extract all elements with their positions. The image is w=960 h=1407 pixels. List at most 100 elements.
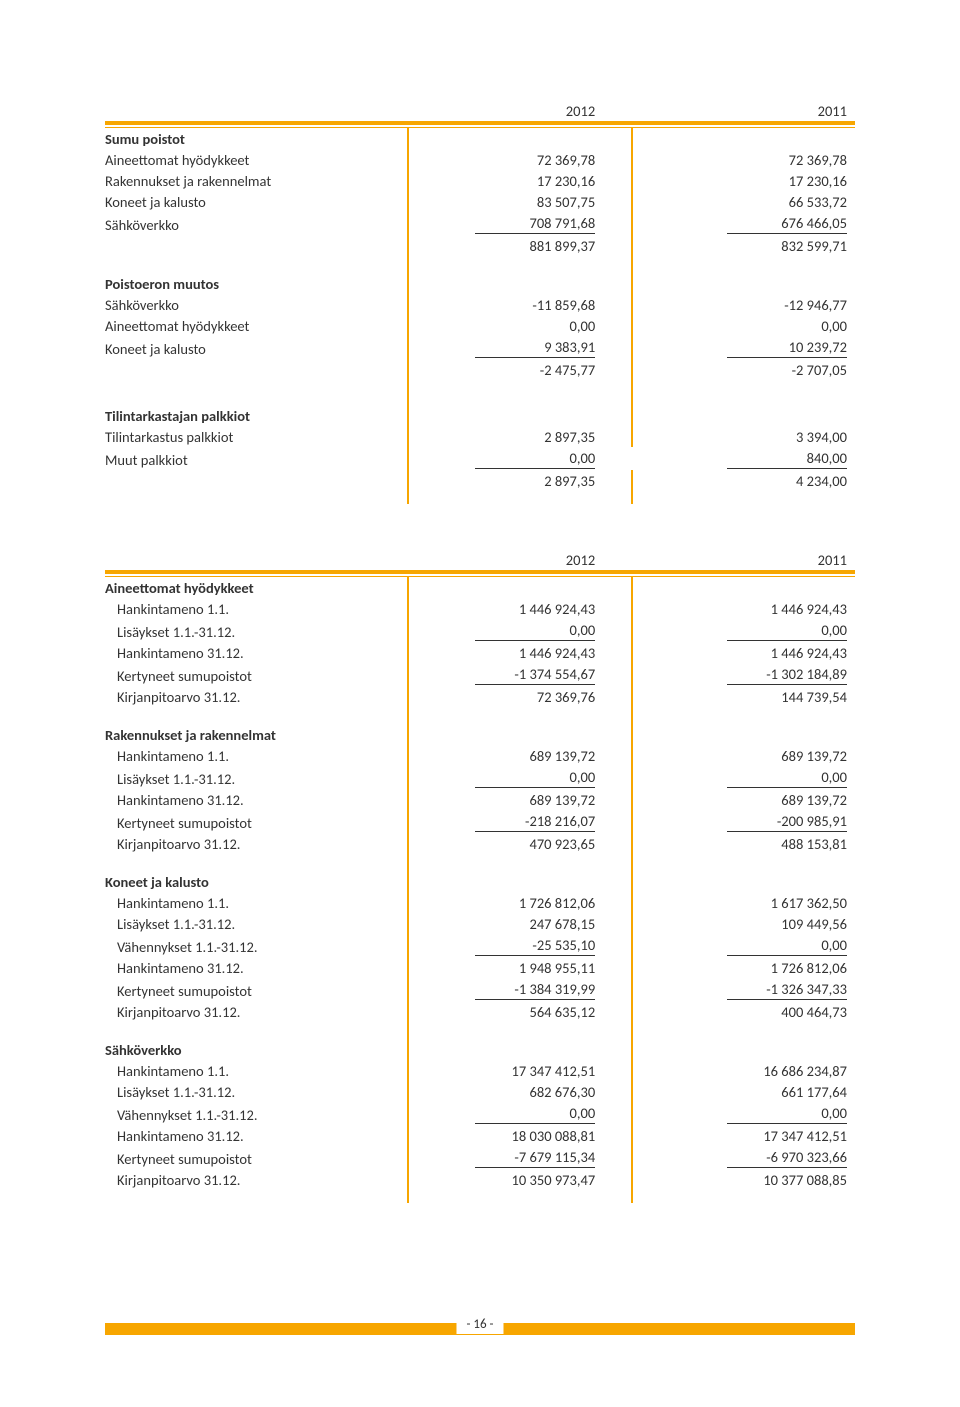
- cell: 689 139,72: [727, 747, 847, 765]
- row-label: Hankintameno 1.1.: [105, 598, 407, 619]
- cell: 144 739,54: [727, 688, 847, 706]
- cell: 17 347 412,51: [475, 1062, 595, 1080]
- cell: 2 897,35: [475, 428, 595, 446]
- cell: -218 216,07: [475, 812, 595, 832]
- cell: -25 535,10: [475, 936, 595, 956]
- row-label: Vähennykset 1.1.-31.12.: [105, 934, 407, 957]
- year-2011: 2011: [633, 549, 855, 570]
- cell: 676 466,05: [727, 214, 847, 234]
- year-2011: 2011: [633, 100, 855, 121]
- cell: -200 985,91: [727, 812, 847, 832]
- cell: -1 302 184,89: [727, 665, 847, 685]
- cell: 400 464,73: [727, 1003, 847, 1021]
- row-label: Rakennukset ja rakennelmat: [105, 170, 407, 191]
- section-title: Koneet ja kalusto: [105, 871, 407, 892]
- page-number: - 16 -: [456, 1315, 503, 1334]
- cell: 66 533,72: [727, 193, 847, 211]
- cell: 564 635,12: [475, 1003, 595, 1021]
- cell: 661 177,64: [727, 1083, 847, 1101]
- cell: 0,00: [475, 768, 595, 788]
- cell: 18 030 088,81: [475, 1127, 595, 1145]
- cell-total: 4 234,00: [727, 472, 847, 490]
- row-label: Tilintarkastus palkkiot: [105, 426, 407, 447]
- cell: 0,00: [475, 1104, 595, 1124]
- cell-total: -2 707,05: [727, 361, 847, 379]
- cell: 0,00: [475, 621, 595, 641]
- section-title: Poistoeron muutos: [105, 273, 407, 294]
- row-label: Koneet ja kalusto: [105, 191, 407, 212]
- cell: -12 946,77: [727, 296, 847, 314]
- row-label: Kirjanpitoarvo 31.12.: [105, 1169, 407, 1190]
- cell: 9 383,91: [475, 338, 595, 358]
- cell: -1 326 347,33: [727, 980, 847, 1000]
- cell: 109 449,56: [727, 915, 847, 933]
- cell: 72 369,78: [475, 151, 595, 169]
- cell: -7 679 115,34: [475, 1148, 595, 1168]
- cell: 10 239,72: [727, 338, 847, 358]
- row-label: Muut palkkiot: [105, 447, 407, 470]
- cell: 689 139,72: [475, 747, 595, 765]
- row-label: Sähköverkko: [105, 294, 407, 315]
- cell: -11 859,68: [475, 296, 595, 314]
- cell: 1 446 924,43: [475, 600, 595, 618]
- cell: 689 139,72: [727, 791, 847, 809]
- cell: 682 676,30: [475, 1083, 595, 1101]
- row-label: Hankintameno 31.12.: [105, 1125, 407, 1146]
- row-label: Kertyneet sumupoistot: [105, 663, 407, 686]
- row-label: Lisäykset 1.1.-31.12.: [105, 913, 407, 934]
- row-label: Kertyneet sumupoistot: [105, 1146, 407, 1169]
- row-label: Hankintameno 1.1.: [105, 892, 407, 913]
- row-label: Koneet ja kalusto: [105, 336, 407, 359]
- cell: -1 384 319,99: [475, 980, 595, 1000]
- cell: 10 350 973,47: [475, 1171, 595, 1189]
- cell: -1 374 554,67: [475, 665, 595, 685]
- cell: 72 369,78: [727, 151, 847, 169]
- row-label: Hankintameno 1.1.: [105, 1060, 407, 1081]
- cell: 247 678,15: [475, 915, 595, 933]
- cell: 16 686 234,87: [727, 1062, 847, 1080]
- row-label: Aineettomat hyödykkeet: [105, 315, 407, 336]
- row-label: Hankintameno 1.1.: [105, 745, 407, 766]
- cell: 1 446 924,43: [475, 644, 595, 662]
- cell: -6 970 323,66: [727, 1148, 847, 1168]
- cell: 83 507,75: [475, 193, 595, 211]
- row-label: Kertyneet sumupoistot: [105, 810, 407, 833]
- row-label: Hankintameno 31.12.: [105, 957, 407, 978]
- row-label: Kirjanpitoarvo 31.12.: [105, 833, 407, 854]
- section-title: Aineettomat hyödykkeet: [105, 577, 407, 598]
- row-label: Lisäykset 1.1.-31.12.: [105, 619, 407, 642]
- cell: 1 948 955,11: [475, 959, 595, 977]
- section-title: Rakennukset ja rakennelmat: [105, 724, 407, 745]
- cell: 17 230,16: [475, 172, 595, 190]
- cell: 0,00: [727, 1104, 847, 1124]
- row-label: Lisäykset 1.1.-31.12.: [105, 1081, 407, 1102]
- cell: 0,00: [475, 449, 595, 469]
- cell: 17 347 412,51: [727, 1127, 847, 1145]
- table-2: 2012 2011 Aineettomat hyödykkeet Hankint…: [105, 549, 855, 1203]
- cell: 3 394,00: [727, 428, 847, 446]
- cell: 0,00: [727, 936, 847, 956]
- cell: 689 139,72: [475, 791, 595, 809]
- cell: 1 446 924,43: [727, 644, 847, 662]
- cell: 840,00: [727, 449, 847, 469]
- cell: 0,00: [475, 317, 595, 335]
- row-label: Vähennykset 1.1.-31.12.: [105, 1102, 407, 1125]
- cell: 0,00: [727, 621, 847, 641]
- row-label: Kertyneet sumupoistot: [105, 978, 407, 1001]
- cell: 0,00: [727, 768, 847, 788]
- cell-total: 881 899,37: [475, 237, 595, 255]
- cell: 470 923,65: [475, 835, 595, 853]
- row-label: Lisäykset 1.1.-31.12.: [105, 766, 407, 789]
- cell: 72 369,76: [475, 688, 595, 706]
- section-title: Tilintarkastajan palkkiot: [105, 405, 407, 426]
- cell: 1 726 812,06: [727, 959, 847, 977]
- row-label: Hankintameno 31.12.: [105, 642, 407, 663]
- section-title: Sumu poistot: [105, 128, 407, 149]
- row-label: Kirjanpitoarvo 31.12.: [105, 1001, 407, 1022]
- cell: 17 230,16: [727, 172, 847, 190]
- page-footer: - 16 -: [105, 1323, 855, 1347]
- cell-total: 2 897,35: [475, 472, 595, 490]
- row-label: Aineettomat hyödykkeet: [105, 149, 407, 170]
- row-label: Kirjanpitoarvo 31.12.: [105, 686, 407, 707]
- row-label: Hankintameno 31.12.: [105, 789, 407, 810]
